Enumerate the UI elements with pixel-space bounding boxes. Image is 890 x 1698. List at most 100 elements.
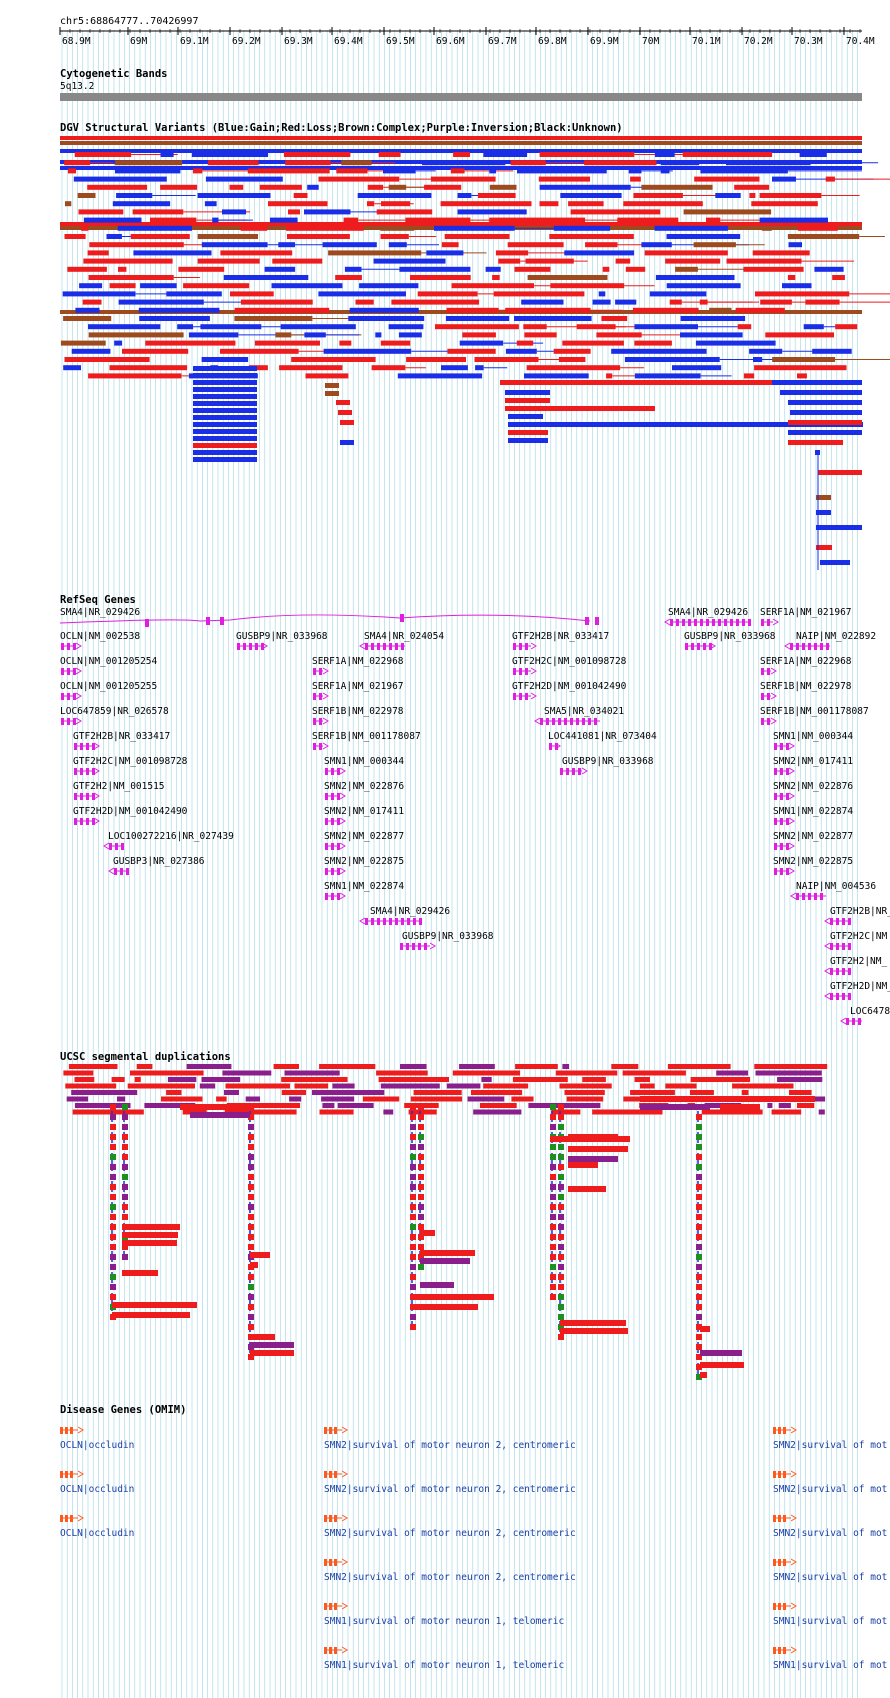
segdup-feature[interactable] [110,1234,116,1240]
gene-model[interactable] [840,1017,862,1025]
gene-model[interactable] [560,767,588,775]
gene-model[interactable] [61,667,82,675]
gene-model[interactable] [513,667,537,675]
segdup-feature[interactable] [180,1104,250,1110]
gene-label[interactable]: SMN2|NM_022877 [773,831,853,842]
segdup-feature[interactable] [380,1083,440,1089]
segdup-feature[interactable] [418,1224,424,1230]
dgv-variant[interactable] [118,299,204,305]
segdup-feature[interactable] [418,1144,424,1150]
dgv-variant[interactable] [288,209,300,215]
dgv-variant[interactable] [193,380,257,385]
omim-gene-model[interactable] [60,1514,84,1522]
segdup-feature[interactable] [797,1103,815,1108]
dgv-variant[interactable] [550,283,625,289]
dgv-variant[interactable] [489,184,517,190]
dgv-variant[interactable] [505,398,550,403]
dgv-variant[interactable] [426,250,464,256]
dgv-variant[interactable] [279,365,343,371]
dgv-variant[interactable] [183,283,250,289]
gene-label[interactable]: GTF2H2C|NM_001098728 [512,656,627,667]
dgv-variant[interactable] [790,410,862,415]
dgv-variant[interactable] [63,365,81,371]
dgv-variant[interactable] [447,348,496,354]
segdup-feature[interactable] [410,1154,416,1160]
dgv-variant[interactable] [325,391,339,396]
gene-model[interactable] [61,642,82,650]
segdup-feature[interactable] [410,1204,416,1210]
gene-model[interactable] [313,667,329,675]
segdup-feature[interactable] [550,1264,556,1270]
dgv-variant[interactable] [814,266,844,272]
segdup-feature[interactable] [410,1164,416,1170]
dgv-variant[interactable] [73,176,167,182]
segdup-feature[interactable] [700,1362,744,1368]
segdup-feature[interactable] [410,1134,416,1140]
dgv-variant[interactable] [64,234,86,239]
segdup-feature[interactable] [111,1077,125,1082]
gene-label[interactable]: GTF2H2D|NM_ [830,981,890,992]
dgv-variant[interactable] [193,436,257,441]
segdup-feature[interactable] [420,1230,435,1236]
segdup-feature[interactable] [558,1254,564,1260]
dgv-variant[interactable] [88,373,182,379]
segdup-feature[interactable] [74,1077,95,1082]
dgv-variant[interactable] [340,440,354,445]
dgv-variant[interactable] [451,283,535,289]
segdup-feature[interactable] [550,1294,556,1300]
dgv-variant[interactable] [483,152,528,157]
gene-label[interactable]: GUSBP3|NR_027386 [113,856,205,867]
dgv-variant[interactable] [305,373,349,379]
dgv-variant[interactable] [376,209,433,215]
dgv-variant[interactable] [797,225,838,231]
dgv-variant[interactable] [508,414,543,419]
segdup-feature[interactable] [550,1274,556,1280]
segdup-feature[interactable] [410,1184,416,1190]
dgv-variant[interactable] [338,410,352,415]
dgv-variant[interactable] [505,390,550,395]
segdup-feature[interactable] [248,1274,254,1280]
dgv-variant[interactable] [682,152,773,157]
dgv-variant[interactable] [835,324,858,330]
dgv-variant[interactable] [65,201,72,207]
segdup-feature[interactable] [110,1244,116,1250]
omim-label[interactable]: OCLN|occludin [60,1528,134,1539]
segdup-feature[interactable] [622,1070,686,1076]
segdup-feature[interactable] [248,1104,254,1110]
dgv-variant[interactable] [743,373,755,379]
dgv-variant[interactable] [759,193,822,198]
segdup-feature[interactable] [110,1274,116,1280]
gene-label[interactable]: GUSBP9|NR_033968 [562,756,654,767]
gene-model[interactable] [74,767,100,775]
dgv-variant[interactable] [307,184,319,190]
dgv-variant[interactable] [495,250,529,256]
segdup-feature[interactable] [689,1090,714,1095]
dgv-variant[interactable] [388,242,407,248]
dgv-variant[interactable] [380,234,409,239]
segdup-feature[interactable] [199,1083,216,1089]
segdup-feature[interactable] [558,1114,564,1120]
segdup-feature[interactable] [741,1090,749,1095]
gene-label[interactable]: SMN1|NM_022874 [773,806,853,817]
dgv-variant[interactable] [660,168,670,174]
segdup-feature[interactable] [550,1164,556,1170]
gene-label[interactable]: SMA4|NR_024054 [364,631,444,642]
dgv-variant[interactable] [508,438,548,443]
segdup-feature[interactable] [418,1184,424,1190]
dgv-variant[interactable] [628,168,642,174]
segdup-feature[interactable] [696,1314,702,1320]
dgv-variant[interactable] [220,348,299,354]
dgv-variant[interactable] [60,149,862,153]
dgv-variant[interactable] [816,510,831,515]
dgv-variant[interactable] [743,266,804,272]
segdup-feature[interactable] [558,1104,564,1110]
dgv-variant[interactable] [820,560,850,565]
dgv-variant[interactable] [160,152,174,157]
dgv-variant[interactable] [505,307,591,313]
dgv-variant[interactable] [617,217,679,223]
dgv-variant[interactable] [521,299,564,305]
dgv-variant[interactable] [109,365,188,371]
segdup-feature[interactable] [550,1184,556,1190]
gene-label[interactable]: GUSBP9|NR_033968 [236,631,328,642]
dgv-variant[interactable] [623,201,703,207]
